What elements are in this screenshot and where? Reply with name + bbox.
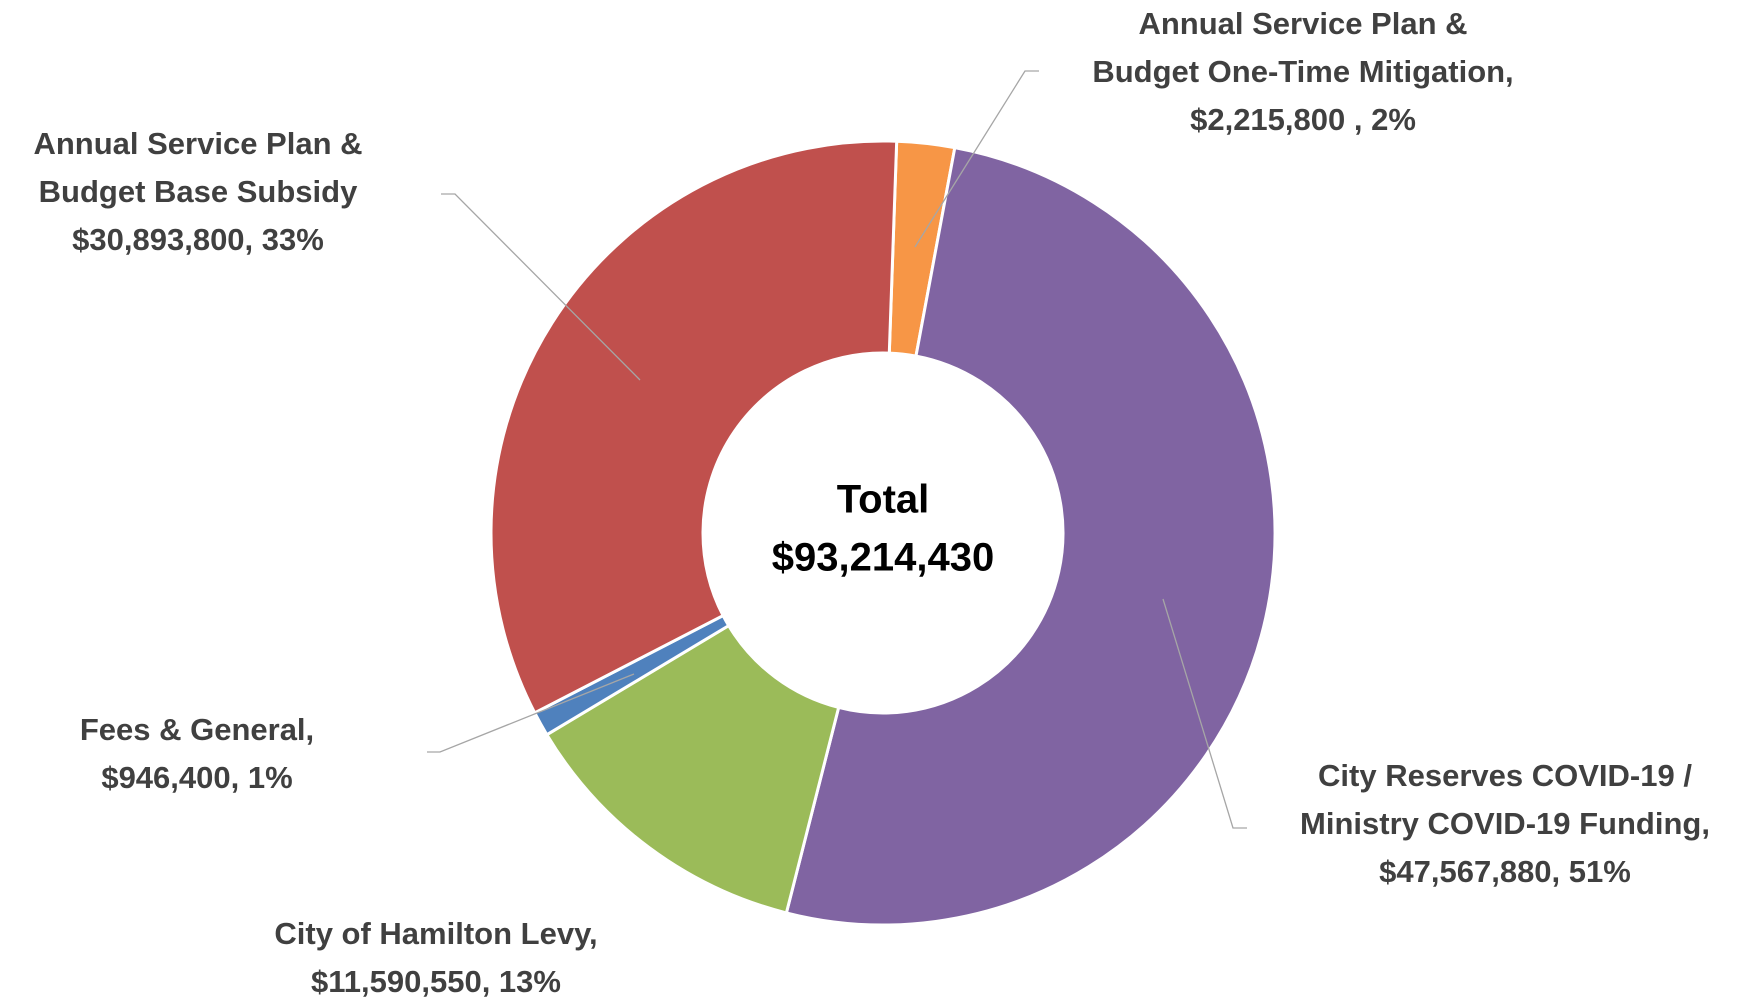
value-label: $2,215,800 , 2% bbox=[1190, 102, 1416, 137]
leader-line bbox=[441, 193, 641, 381]
center-value: $93,214,430 bbox=[772, 536, 994, 580]
slice-label: City Reserves COVID-19 / Ministry COVID-… bbox=[1255, 752, 1755, 896]
donut-slice bbox=[489, 139, 899, 715]
category-label: City Reserves COVID-19 / Ministry COVID-… bbox=[1300, 758, 1710, 841]
center-title: Total bbox=[837, 478, 930, 522]
leader-line bbox=[1162, 598, 1247, 829]
category-label: Annual Service Plan & Budget Base Subsid… bbox=[33, 126, 363, 209]
slice-label: City of Hamilton Levy, $11,590,550, 13% bbox=[226, 910, 646, 1006]
category-label: Fees & General, bbox=[79, 712, 315, 747]
slices bbox=[489, 139, 1277, 927]
value-label: $30,893,800, 33% bbox=[72, 222, 324, 257]
slice-label: Fees & General, $946,400, 1% bbox=[17, 706, 377, 802]
slice-label: Annual Service Plan & Budget Base Subsid… bbox=[3, 120, 393, 264]
leader-line bbox=[914, 70, 1039, 248]
category-label: City of Hamilton Levy, bbox=[274, 916, 598, 951]
slice-label: Annual Service Plan & Budget One-Time Mi… bbox=[1053, 0, 1553, 144]
value-label: $11,590,550, 13% bbox=[311, 964, 561, 999]
donut-slice bbox=[544, 623, 841, 915]
value-label: $946,400, 1% bbox=[101, 760, 293, 795]
value-label: $47,567,880, 51% bbox=[1379, 854, 1631, 889]
leader-line bbox=[427, 673, 635, 753]
category-label: Annual Service Plan & Budget One-Time Mi… bbox=[1092, 6, 1514, 89]
donut-slice bbox=[784, 145, 1277, 927]
